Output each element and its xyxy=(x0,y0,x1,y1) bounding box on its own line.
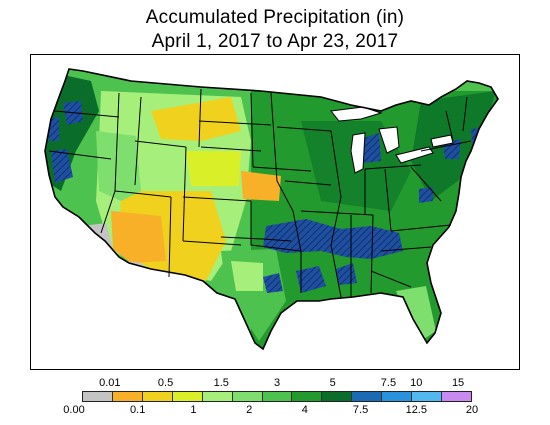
colorbar-cell xyxy=(412,392,443,401)
colorbar-tick-label: 12.5 xyxy=(405,404,427,416)
precipitation-map xyxy=(30,54,520,370)
colorbar-tick-label: 0.1 xyxy=(130,404,146,416)
colorbar-cell xyxy=(442,392,471,401)
colorbar-cell xyxy=(172,392,203,401)
colorbar-tick-label: 7.5 xyxy=(352,404,369,416)
colorbar-tick-label: 7.5 xyxy=(380,377,397,389)
colorbar-tick-label: 3 xyxy=(273,377,281,389)
colorbar-tick-label: 0.01 xyxy=(99,377,121,389)
colorbar-tick-label: 0.5 xyxy=(157,377,174,389)
colorbar-tick-label: 1.5 xyxy=(213,377,229,389)
colorbar-cell xyxy=(142,392,173,401)
map-date-range: April 1, 2017 to Apr 23, 2017 xyxy=(151,31,399,52)
colorbar-cell xyxy=(202,392,233,401)
colorbar xyxy=(82,391,472,402)
map-title: Accumulated Precipitation (in) xyxy=(145,7,405,28)
colorbar-cell xyxy=(322,392,353,401)
colorbar-tick-label: 1 xyxy=(190,404,197,416)
colorbar-cell xyxy=(83,392,113,401)
colorbar-tick-label: 15 xyxy=(451,377,465,389)
state-boundaries xyxy=(48,88,472,298)
us-map-svg xyxy=(44,68,499,351)
great-lakes xyxy=(330,106,454,174)
colorbar-tick-label: 10 xyxy=(410,377,423,389)
colorbar-cell xyxy=(262,392,293,401)
colorbar-tick-label: 2 xyxy=(246,404,253,416)
us-outline xyxy=(44,68,499,351)
colorbar-cell xyxy=(352,392,383,401)
colorbar-tick-label: 5 xyxy=(329,377,336,389)
colorbar-cell xyxy=(382,392,413,401)
colorbar-tick-label: 20 xyxy=(465,404,479,416)
colorbar-tick-label: 0.00 xyxy=(63,404,85,416)
colorbar-cell xyxy=(112,392,143,401)
colorbar-tick-label: 4 xyxy=(301,404,308,416)
colorbar-cell xyxy=(232,392,263,401)
colorbar-cell xyxy=(292,392,323,401)
